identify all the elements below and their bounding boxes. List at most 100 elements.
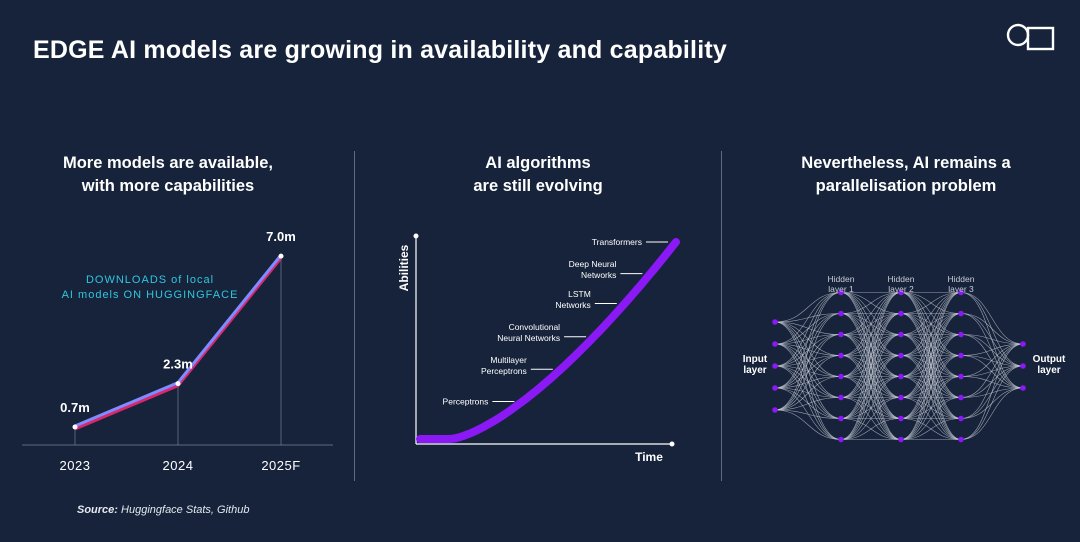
downloads-chart: 0.7m 2023 2.3m 2024 7.0m 2025F — [22, 229, 333, 473]
algorithm-label: Convolutional — [509, 322, 561, 332]
connection — [774, 387, 842, 419]
neuron — [772, 363, 778, 369]
connection — [900, 376, 962, 440]
connection — [900, 292, 962, 314]
algorithm-label: Perceptrons — [481, 366, 527, 376]
connection — [900, 292, 962, 440]
connection — [774, 365, 842, 440]
connection — [774, 343, 842, 377]
algorithm-label: Networks — [555, 300, 590, 310]
connection — [900, 313, 962, 440]
neuron — [838, 436, 844, 443]
data-label: 2.3m — [163, 357, 193, 372]
connection — [774, 321, 842, 356]
middle-panel-title: AI algorithms are still evolving — [373, 152, 703, 198]
connection — [900, 292, 962, 398]
connection — [960, 334, 1024, 389]
neuron — [958, 373, 964, 380]
left-panel-title-line2: with more capabilities — [81, 177, 255, 195]
neuron — [898, 289, 904, 296]
neuron — [838, 415, 844, 422]
right-panel-title: Nevertheless, AI remains a parallelisati… — [741, 152, 1071, 198]
connection — [960, 343, 1024, 440]
connection — [774, 409, 842, 419]
connection — [960, 334, 1024, 345]
y-axis-end-dot — [413, 233, 419, 239]
connection — [774, 313, 842, 411]
algorithm-label: Transformers — [592, 237, 642, 247]
connection — [960, 343, 1024, 419]
x-axis-label: Time — [635, 450, 663, 464]
left-panel-title-line1: More models are available, — [62, 154, 273, 172]
connection — [960, 365, 1024, 440]
connection — [960, 355, 1024, 389]
neuron — [958, 331, 964, 338]
connection — [840, 292, 902, 440]
connection — [840, 313, 902, 440]
connection — [774, 387, 842, 440]
left-panel-title: More models are available, with more cap… — [3, 152, 333, 198]
connection — [960, 343, 1024, 356]
connection — [774, 321, 842, 335]
circle-square-logo-icon — [1006, 23, 1055, 51]
algorithm-label: Perceptrons — [443, 397, 489, 407]
middle-panel-title-line2: are still evolving — [473, 177, 603, 195]
neuron — [838, 352, 844, 359]
source-label: Source: — [77, 504, 118, 516]
connection — [840, 397, 902, 440]
neuron — [838, 310, 844, 317]
connection — [774, 292, 842, 367]
connection — [840, 334, 902, 440]
source-text: Huggingface Stats, Github — [121, 504, 250, 516]
connection — [900, 355, 962, 440]
connection — [774, 409, 842, 440]
neuron — [772, 319, 778, 325]
hidden-layer-label: layer 3 — [948, 284, 974, 294]
connection — [774, 365, 842, 419]
connection — [774, 343, 842, 419]
neuron — [898, 436, 904, 443]
middle-panel-title-line1: AI algorithms — [485, 154, 591, 172]
right-panel-title-line1: Nevertheless, AI remains a — [801, 154, 1011, 172]
connection — [840, 418, 902, 440]
algorithms-chart: AbilitiesTimePerceptronsMultilayerPercep… — [397, 233, 680, 464]
neuron — [898, 310, 904, 317]
connection — [774, 387, 842, 398]
connection — [960, 343, 1024, 398]
connection — [960, 313, 1024, 345]
output-layer-label: Output — [1033, 354, 1066, 365]
connection — [900, 292, 962, 419]
data-label: 0.7m — [60, 400, 90, 415]
neuron — [838, 331, 844, 338]
downloads-annotation: DOWNLOADS of local AI models ON HUGGINGF… — [30, 273, 270, 303]
downloads-annotation-line1: DOWNLOADS of local — [85, 274, 215, 286]
connection — [960, 292, 1024, 345]
neuron — [772, 407, 778, 413]
data-point — [72, 424, 78, 430]
neuron — [898, 373, 904, 380]
hidden-layer-label: Hidden — [828, 274, 855, 284]
connection — [840, 292, 902, 335]
input-layer-label: Input — [743, 354, 768, 365]
connection — [960, 292, 1024, 367]
neuron — [772, 385, 778, 391]
connection — [774, 321, 842, 398]
abilities-growth-curve — [416, 238, 680, 443]
source-note: Source: Huggingface Stats, Github — [77, 504, 249, 516]
connection — [960, 313, 1024, 389]
right-panel-title-line2: parallelisation problem — [815, 177, 997, 195]
connection — [774, 355, 842, 411]
connection — [900, 292, 962, 377]
x-tick-label: 2023 — [60, 458, 91, 473]
divider-left — [354, 151, 355, 481]
connection — [774, 343, 842, 398]
connection — [774, 397, 842, 411]
connection — [774, 365, 842, 377]
downloads-annotation-line2: AI models ON HUGGINGFACE — [61, 289, 239, 301]
neuron — [898, 415, 904, 422]
connection — [774, 334, 842, 411]
hidden-layer-label: layer 2 — [888, 284, 914, 294]
algorithm-label: Multilayer — [490, 355, 527, 365]
algorithm-label: Deep Neural — [569, 259, 617, 269]
neuron — [1020, 341, 1026, 347]
